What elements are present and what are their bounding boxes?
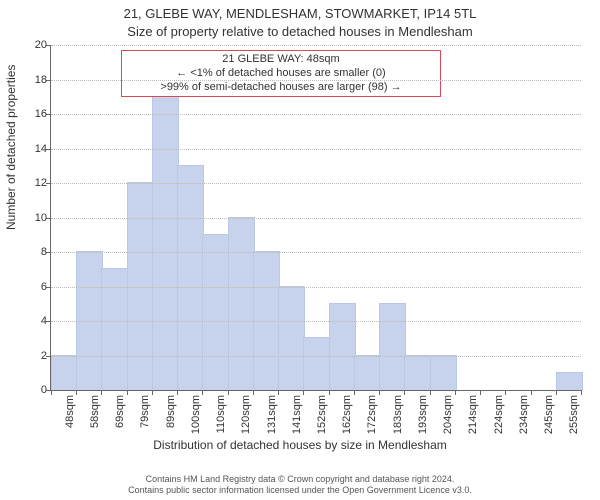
ytick-label: 2	[23, 350, 47, 362]
bar	[404, 355, 431, 391]
footer-attribution: Contains HM Land Registry data © Crown c…	[0, 474, 600, 497]
xtick-mark	[581, 390, 582, 395]
xtick-mark	[278, 390, 279, 395]
xtick-mark	[430, 390, 431, 395]
xtick-mark	[202, 390, 203, 395]
footer-line2: Contains public sector information licen…	[0, 485, 600, 496]
bar	[278, 286, 305, 391]
gridline-h	[51, 114, 581, 115]
gridline-h	[51, 252, 581, 253]
chart-title-line2: Size of property relative to detached ho…	[0, 24, 600, 39]
ytick-label: 4	[23, 315, 47, 327]
gridline-h	[51, 218, 581, 219]
xtick-mark	[329, 390, 330, 395]
annotation-box: 21 GLEBE WAY: 48sqm ← <1% of detached ho…	[121, 50, 441, 97]
xtick-mark	[354, 390, 355, 395]
ytick-label: 8	[23, 246, 47, 258]
chart-container: 21, GLEBE WAY, MENDLESHAM, STOWMARKET, I…	[0, 0, 600, 500]
ytick-label: 14	[23, 143, 47, 155]
bar	[303, 337, 330, 390]
chart-title-line1: 21, GLEBE WAY, MENDLESHAM, STOWMARKET, I…	[0, 6, 600, 21]
gridline-h	[51, 45, 581, 46]
ytick-label: 20	[23, 39, 47, 51]
ytick-label: 0	[23, 384, 47, 396]
bar	[228, 217, 255, 391]
gridline-h	[51, 356, 581, 357]
ytick-label: 6	[23, 281, 47, 293]
y-axis-label: Number of detached properties	[4, 65, 18, 230]
xtick-mark	[480, 390, 481, 395]
bar	[152, 79, 179, 391]
annotation-line2: ← <1% of detached houses are smaller (0)	[126, 67, 436, 81]
bar	[354, 355, 381, 391]
xtick-mark	[505, 390, 506, 395]
annotation-line1: 21 GLEBE WAY: 48sqm	[126, 53, 436, 67]
xtick-mark	[127, 390, 128, 395]
xtick-mark	[253, 390, 254, 395]
bar	[51, 355, 78, 391]
xtick-mark	[404, 390, 405, 395]
bar	[202, 234, 229, 390]
gridline-h	[51, 287, 581, 288]
bar	[329, 303, 356, 390]
gridline-h	[51, 149, 581, 150]
xtick-mark	[556, 390, 557, 395]
bar	[556, 372, 583, 390]
xtick-mark	[303, 390, 304, 395]
footer-line1: Contains HM Land Registry data © Crown c…	[0, 474, 600, 485]
xtick-mark	[76, 390, 77, 395]
xtick-mark	[101, 390, 102, 395]
xtick-mark	[379, 390, 380, 395]
xtick-mark	[455, 390, 456, 395]
gridline-h	[51, 183, 581, 184]
annotation-line3: >99% of semi-detached houses are larger …	[126, 81, 436, 95]
ytick-label: 12	[23, 177, 47, 189]
bar	[379, 303, 406, 390]
x-axis-label: Distribution of detached houses by size …	[0, 438, 600, 452]
plot-area: 21 GLEBE WAY: 48sqm ← <1% of detached ho…	[50, 45, 581, 391]
ytick-label: 10	[23, 212, 47, 224]
bar	[430, 355, 457, 391]
xtick-mark	[152, 390, 153, 395]
gridline-h	[51, 321, 581, 322]
xtick-mark	[228, 390, 229, 395]
gridline-h	[51, 80, 581, 81]
ytick-label: 18	[23, 74, 47, 86]
xtick-mark	[177, 390, 178, 395]
ytick-label: 16	[23, 108, 47, 120]
xtick-mark	[51, 390, 52, 395]
xtick-mark	[531, 390, 532, 395]
